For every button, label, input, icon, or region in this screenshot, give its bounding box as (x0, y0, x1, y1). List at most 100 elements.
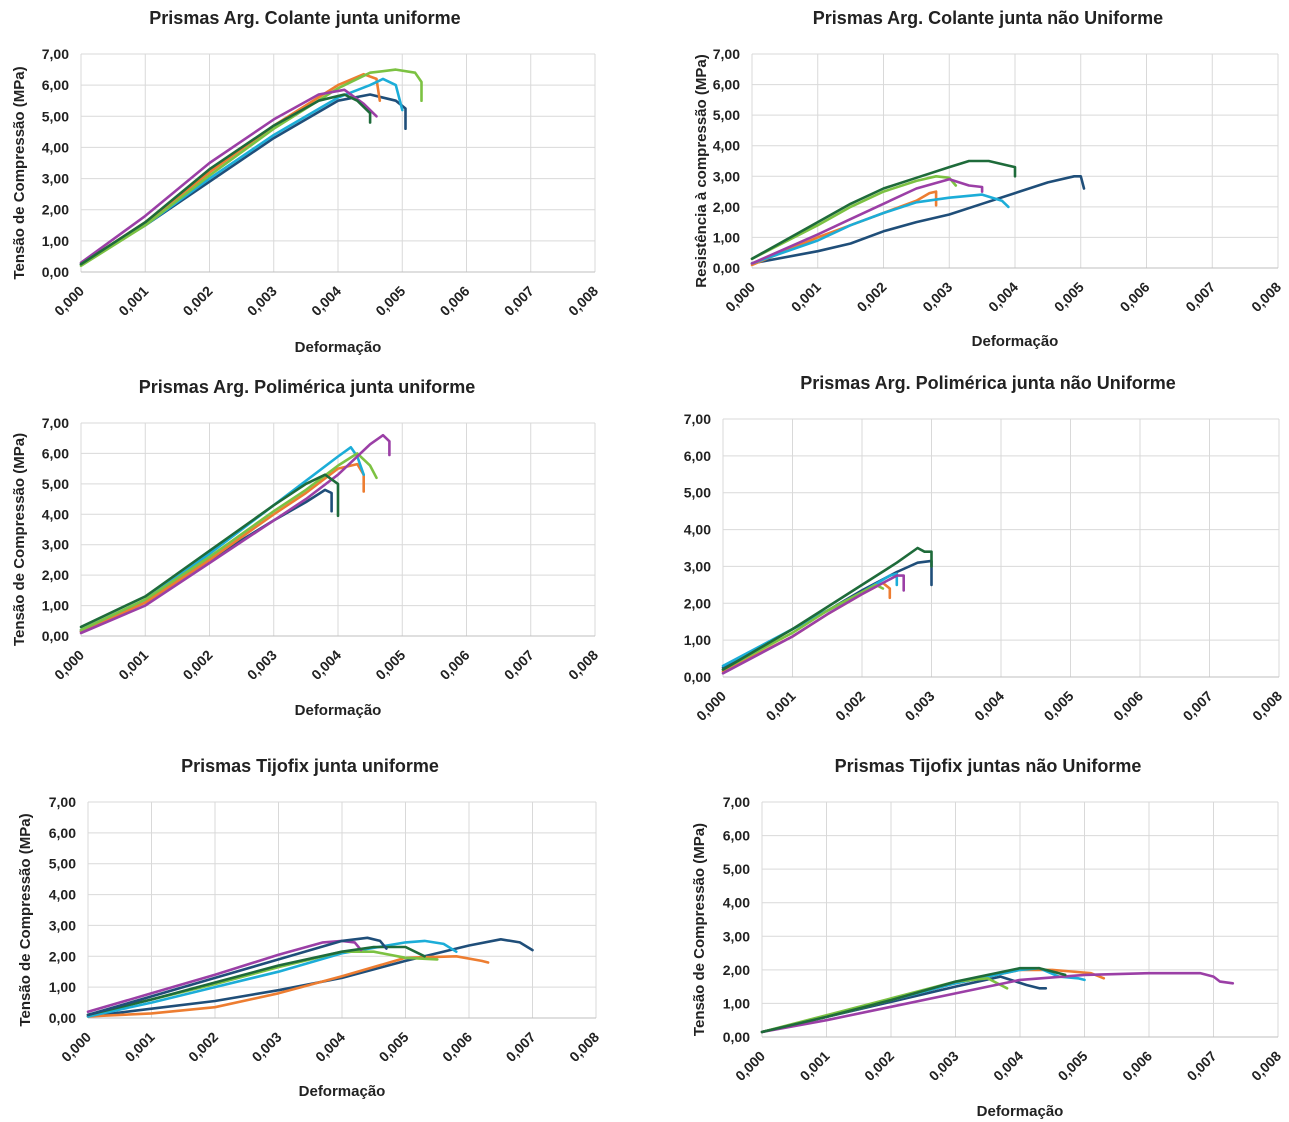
series-line (79, 88, 378, 265)
y-tick-label: 1,00 (713, 229, 740, 245)
y-tick-label: 2,00 (42, 202, 69, 218)
y-axis-title: Resistência à compressão (MPa) (693, 54, 710, 287)
x-tick-label: 0,000 (732, 1048, 768, 1084)
y-tick-label: 0,00 (723, 1029, 750, 1045)
series-line (79, 93, 372, 266)
y-tick-label: 1,00 (684, 632, 711, 648)
x-tick-label: 0,002 (854, 279, 890, 315)
y-tick-label: 5,00 (723, 861, 750, 877)
chart-title: Prismas Arg. Colante junta não Uniforme (813, 8, 1163, 28)
y-tick-label: 6,00 (42, 445, 69, 461)
y-tick-label: 2,00 (723, 962, 750, 978)
chart-5: Prismas Tijofix junta uniforme 0,00 1,00 2,… (17, 756, 602, 1100)
x-tick-label: 0,005 (376, 1029, 412, 1065)
chart-1: Prismas Arg. Colante junta uniforme 0,001… (11, 8, 601, 356)
series-line (86, 954, 490, 1018)
chart-6: Prismas Tijofix juntas não Uniforme0,001… (691, 756, 1284, 1120)
x-tick-label: 0,005 (1051, 279, 1087, 315)
x-tick-label: 0,008 (1249, 688, 1285, 724)
series-line (750, 175, 1086, 265)
y-tick-label: 6,00 (684, 448, 711, 464)
x-tick-label: 0,004 (985, 279, 1021, 315)
x-tick-label: 0,001 (115, 283, 151, 319)
series-line (760, 966, 1067, 1034)
x-axis-title: Deformação (299, 1083, 386, 1100)
series-line (721, 574, 906, 675)
y-tick-label: 6,00 (49, 825, 76, 841)
y-tick-label: 0,00 (49, 1010, 76, 1026)
y-tick-label: 3,00 (723, 928, 750, 944)
x-tick-label: 0,007 (501, 283, 537, 319)
x-tick-label: 0,004 (308, 283, 344, 319)
series-line (79, 93, 407, 266)
y-tick-label: 3,00 (42, 537, 69, 553)
x-tick-label: 0,005 (372, 283, 408, 319)
x-tick-label: 0,008 (1248, 279, 1284, 315)
x-tick-label: 0,006 (437, 283, 473, 319)
chart-2: Prismas Arg. Colante junta não Uniforme 0… (693, 8, 1284, 350)
x-tick-label: 0,001 (122, 1029, 158, 1065)
x-tick-label: 0,003 (244, 647, 280, 683)
x-tick-label: 0,006 (1119, 1048, 1155, 1084)
x-tick-label: 0,000 (51, 283, 87, 319)
series-line (79, 473, 340, 629)
x-tick-label: 0,002 (180, 647, 216, 683)
y-tick-label: 3,00 (49, 917, 76, 933)
y-tick-label: 7,00 (49, 794, 76, 810)
y-axis-title: Tensão de Compressão (MPa) (11, 433, 28, 646)
x-tick-label: 0,001 (788, 279, 824, 315)
x-tick-label: 0,003 (902, 688, 938, 724)
x-tick-label: 0,008 (565, 647, 601, 683)
chart-title: Prismas Arg. Polimérica junta uniforme (139, 377, 475, 397)
y-tick-label: 0,00 (42, 628, 69, 644)
y-axis-title: Tensão de Compressão (MPa) (11, 66, 28, 279)
y-tick-label: 5,00 (42, 108, 69, 124)
x-tick-label: 0,001 (797, 1048, 833, 1084)
x-tick-label: 0,007 (501, 647, 537, 683)
series-line (86, 936, 388, 1017)
y-tick-label: 4,00 (713, 138, 740, 154)
x-tick-label: 0,002 (185, 1029, 221, 1065)
x-tick-label: 0,006 (439, 1029, 475, 1065)
series-line (750, 193, 1010, 265)
x-tick-label: 0,006 (1117, 279, 1153, 315)
series-line (750, 159, 1017, 261)
x-tick-label: 0,001 (763, 688, 799, 724)
series-line (79, 68, 423, 268)
x-tick-label: 0,007 (1180, 688, 1216, 724)
y-tick-label: 2,00 (42, 567, 69, 583)
x-tick-label: 0,005 (1041, 688, 1077, 724)
x-tick-label: 0,000 (58, 1029, 94, 1065)
x-tick-label: 0,004 (990, 1048, 1026, 1084)
y-tick-label: 4,00 (42, 506, 69, 522)
x-tick-label: 0,008 (1248, 1048, 1284, 1084)
x-tick-label: 0,002 (832, 688, 868, 724)
y-tick-label: 3,00 (684, 558, 711, 574)
x-tick-label: 0,003 (919, 279, 955, 315)
y-tick-label: 2,00 (49, 948, 76, 964)
y-tick-label: 1,00 (42, 233, 69, 249)
y-tick-label: 3,00 (42, 171, 69, 187)
x-tick-label: 0,006 (1110, 688, 1146, 724)
series-line (79, 433, 391, 635)
x-tick-label: 0,003 (926, 1048, 962, 1084)
y-tick-label: 7,00 (42, 415, 69, 431)
y-axis-title: Tensão de Compressão (MPa) (17, 813, 34, 1026)
y-tick-label: 1,00 (42, 598, 69, 614)
x-tick-label: 0,006 (437, 647, 473, 683)
x-tick-label: 0,005 (372, 647, 408, 683)
x-tick-label: 0,002 (861, 1048, 897, 1084)
x-tick-label: 0,000 (51, 647, 87, 683)
x-tick-label: 0,004 (971, 688, 1007, 724)
x-tick-label: 0,002 (180, 283, 216, 319)
y-tick-label: 5,00 (42, 476, 69, 492)
y-tick-label: 2,00 (713, 199, 740, 215)
y-tick-label: 1,00 (723, 995, 750, 1011)
y-tick-label: 4,00 (49, 887, 76, 903)
y-tick-label: 1,00 (49, 979, 76, 995)
x-tick-label: 0,007 (1182, 279, 1218, 315)
chart-title: Prismas Arg. Colante junta uniforme (149, 8, 460, 28)
series-line (86, 939, 363, 1014)
x-axis-title: Deformação (295, 339, 382, 356)
